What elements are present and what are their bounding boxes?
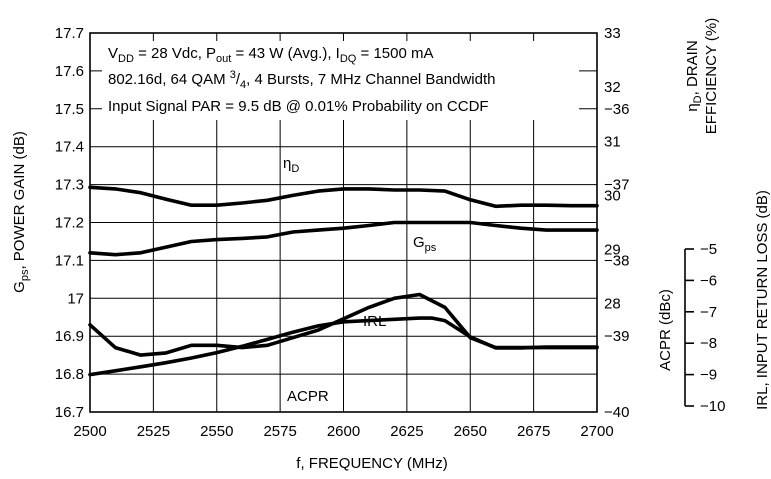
x-tick-label: 2600 xyxy=(327,423,360,440)
note-line-3: Input Signal PAR = 9.5 dB @ 0.01% Probab… xyxy=(108,98,489,115)
efficiency-axis-title-line-2: EFFICIENCY (%) xyxy=(703,18,720,134)
irl-tick-label: −9 xyxy=(700,367,717,384)
x-tick-label: 2675 xyxy=(517,423,550,440)
x-tick-label: 2550 xyxy=(200,423,233,440)
y-left-axis-title: Gps, POWER GAIN (dB) xyxy=(11,131,31,293)
acpr-axis-title: ACPR (dBc) xyxy=(657,289,674,371)
efficiency-tick-label: 28 xyxy=(604,296,621,313)
series-labels: ηD Gps IRL ACPR xyxy=(283,155,437,405)
series-line-efficiency xyxy=(88,185,599,209)
x-tick-label: 2525 xyxy=(137,423,170,440)
irl-tick-label: −6 xyxy=(700,272,717,289)
efficiency-tick-label: 33 xyxy=(604,25,621,42)
plot-frame xyxy=(89,32,598,413)
note-line-2: 802.16d, 64 QAM 3/4, 4 Bursts, 7 MHz Cha… xyxy=(108,69,495,91)
series-line-gain xyxy=(88,220,599,257)
acpr-tick-label: −39 xyxy=(604,328,629,345)
irl-axis-title: IRL, INPUT RETURN LOSS (dB) xyxy=(754,190,771,410)
curves xyxy=(88,185,599,377)
y-left-tick-label: 17.5 xyxy=(55,101,84,118)
x-tick-label: 2650 xyxy=(454,423,487,440)
x-tick-label: 2500 xyxy=(73,423,106,440)
irl-tick-label: −10 xyxy=(700,398,725,415)
x-tick-labels: 2500 2525 2550 2575 2600 2625 2650 2675 2700 xyxy=(73,423,613,440)
irl-tick-label: −5 xyxy=(700,241,717,258)
acpr-tick-label: −40 xyxy=(604,404,629,421)
efficiency-tick-label: 32 xyxy=(604,79,621,96)
efficiency-tick-label: 30 xyxy=(604,187,621,204)
series-label-gain: Gps xyxy=(413,234,437,254)
note-box xyxy=(102,41,579,120)
x-axis-title: f, FREQUENCY (MHz) xyxy=(296,455,447,472)
efficiency-axis-title-line-1: ηD, DRAIN xyxy=(684,40,704,111)
y-right-tick-labels: 33 32 31 30 29 28 −36 −37 −38 −39 −40 xyxy=(604,25,629,421)
acpr-tick-label: −36 xyxy=(604,101,629,118)
y-left-tick-label: 17.6 xyxy=(55,63,84,80)
series-label-acpr: ACPR xyxy=(287,388,329,405)
acpr-tick-label: −38 xyxy=(604,252,629,269)
irl-tick-label: −7 xyxy=(700,304,717,321)
y-left-tick-label: 17.3 xyxy=(55,177,84,194)
x-tick-label: 2575 xyxy=(263,423,296,440)
y-left-tick-label: 16.9 xyxy=(55,328,84,345)
irl-axis: −5 −6 −7 −8 −9 −10 xyxy=(684,241,725,415)
y-left-tick-label: 17.7 xyxy=(55,25,84,42)
series-label-irl: IRL xyxy=(363,313,386,330)
y-left-tick-label: 17.1 xyxy=(55,252,84,269)
series-label-efficiency: ηD xyxy=(283,155,299,175)
y-left-tick-label: 16.8 xyxy=(55,366,84,383)
irl-tick-label: −8 xyxy=(700,335,717,352)
x-tick-label: 2700 xyxy=(580,423,613,440)
y-left-tick-label: 17.2 xyxy=(55,215,84,232)
note-line-1: VDD = 28 Vdc, Pout = 43 W (Avg.), IDQ = … xyxy=(108,45,434,65)
x-tick-label: 2625 xyxy=(390,423,423,440)
y-left-tick-label: 16.7 xyxy=(55,404,84,421)
y-left-tick-label: 17 xyxy=(67,290,84,307)
y-left-tick-labels: 17.7 17.6 17.5 17.4 17.3 17.2 17.1 17 16.9 16.8 16… xyxy=(55,25,84,421)
efficiency-tick-label: 29 xyxy=(604,242,621,259)
y-left-tick-label: 17.4 xyxy=(55,139,84,156)
efficiency-tick-label: 31 xyxy=(604,133,621,150)
series-line-acpr xyxy=(88,292,599,357)
acpr-tick-label: −37 xyxy=(604,177,629,194)
